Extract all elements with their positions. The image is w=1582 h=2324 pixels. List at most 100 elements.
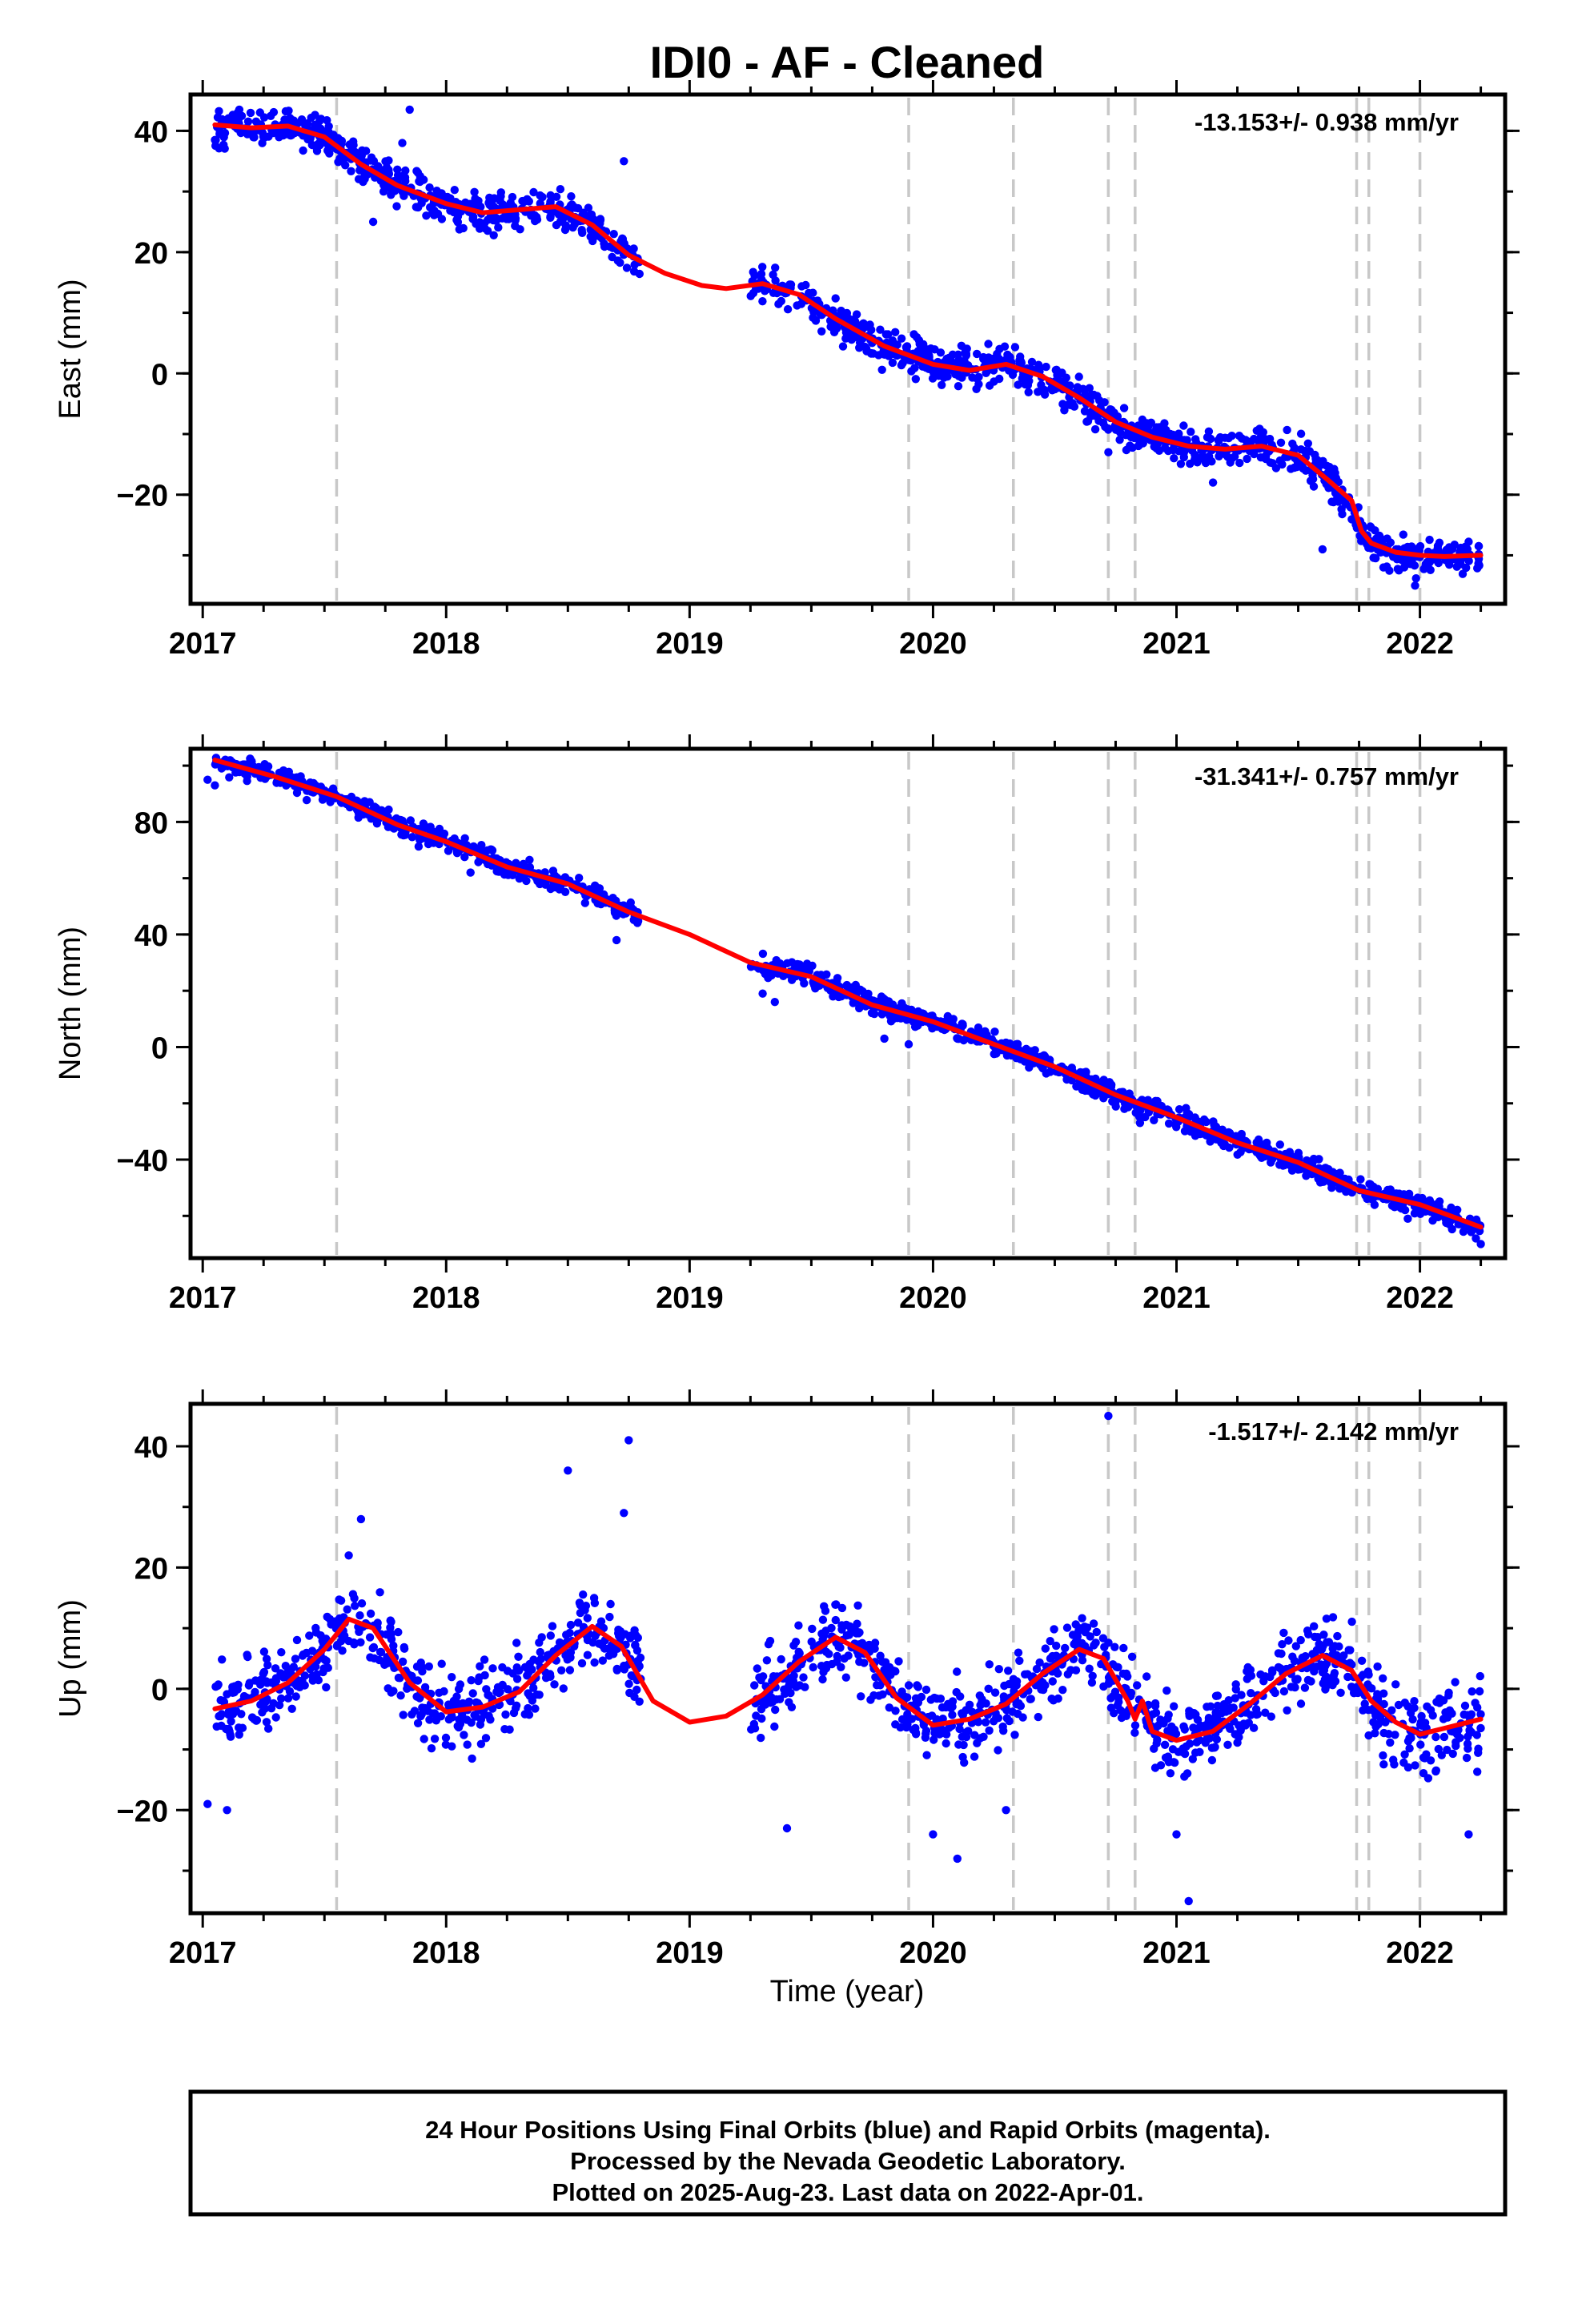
data-point [1010, 1731, 1019, 1739]
data-point [622, 263, 632, 272]
data-point [464, 1697, 474, 1706]
data-point [981, 1718, 990, 1727]
data-point [869, 1691, 878, 1700]
data-point [1107, 405, 1116, 414]
data-point [1343, 1672, 1352, 1682]
data-point [1288, 1652, 1297, 1661]
data-point [842, 1631, 851, 1640]
data-point [203, 775, 212, 784]
data-point [400, 1644, 409, 1653]
data-point [259, 132, 268, 141]
data-point [1206, 1137, 1215, 1146]
data-point [480, 1655, 489, 1664]
data-point [891, 1667, 900, 1676]
data-point [975, 1691, 985, 1700]
data-point [1301, 1652, 1310, 1661]
data-point [480, 1671, 489, 1680]
data-point [399, 1711, 408, 1719]
data-point [897, 334, 906, 343]
data-point [932, 1715, 942, 1724]
data-point [876, 325, 885, 334]
data-point [1003, 350, 1012, 360]
data-point [1275, 1140, 1285, 1149]
y-tick-label: −20 [117, 480, 168, 513]
data-point [1363, 1706, 1373, 1715]
data-point [476, 1662, 484, 1671]
data-point [1441, 1708, 1450, 1717]
data-point [410, 1707, 420, 1715]
data-point [841, 311, 849, 320]
data-point [904, 1039, 913, 1049]
data-point [368, 1643, 377, 1653]
data-point [831, 1615, 841, 1625]
data-point [1366, 522, 1375, 531]
data-point [1267, 1666, 1277, 1675]
footer-box [188, 2089, 1508, 2217]
data-point [1247, 1671, 1256, 1680]
data-point [566, 1620, 576, 1630]
data-point [494, 1688, 504, 1698]
data-point [1399, 554, 1409, 563]
data-point [520, 1710, 529, 1719]
data-point [508, 192, 517, 202]
data-points [211, 105, 1484, 590]
data-point [413, 168, 423, 177]
data-point [564, 1466, 572, 1475]
data-point [341, 161, 350, 170]
data-point [228, 1688, 237, 1697]
data-point [1463, 1711, 1472, 1719]
data-point [1256, 432, 1266, 441]
data-point [557, 1666, 566, 1675]
data-point [467, 1676, 476, 1685]
data-point [427, 1744, 436, 1753]
data-point [919, 340, 928, 349]
data-point [1213, 1701, 1223, 1711]
data-point [1283, 425, 1291, 435]
data-point [1468, 1687, 1476, 1696]
data-point [1099, 1094, 1108, 1103]
data-point [1359, 1671, 1367, 1679]
data-point [414, 842, 424, 851]
y-tick-label: −40 [117, 1144, 168, 1178]
data-point [1133, 1681, 1142, 1690]
data-point [1465, 1727, 1475, 1736]
x-axis-title: Time (year) [770, 1975, 925, 2008]
data-point [1078, 1656, 1087, 1665]
data-point [825, 1650, 833, 1659]
data-point [600, 242, 609, 251]
data-point [386, 1632, 396, 1642]
data-point [795, 1681, 804, 1690]
data-point [1235, 458, 1244, 468]
data-point [945, 353, 954, 362]
data-point [316, 115, 326, 123]
data-point [881, 330, 891, 339]
data-point [626, 1634, 635, 1642]
data-point [880, 1034, 889, 1043]
data-point [1026, 1695, 1035, 1703]
data-point [302, 795, 311, 805]
data-point [809, 1663, 817, 1672]
data-point [538, 192, 547, 202]
data-point [1223, 452, 1232, 461]
data-point [891, 1707, 900, 1715]
data-point [394, 1627, 403, 1637]
data-point [224, 1710, 233, 1719]
data-point [583, 1614, 592, 1622]
data-point [1379, 1689, 1388, 1698]
data-point [990, 1027, 999, 1036]
data-point [271, 1713, 280, 1722]
data-point [855, 1657, 864, 1667]
x-tick-label: 2017 [169, 1936, 237, 1970]
data-point [1046, 1637, 1054, 1646]
data-point [858, 987, 867, 996]
rate-annotation: -1.517+/- 2.142 mm/yr [1208, 1417, 1459, 1445]
data-point [1112, 1663, 1121, 1671]
data-point [215, 107, 223, 115]
data-point [1306, 476, 1315, 485]
data-point [600, 1644, 609, 1653]
data-point [631, 1640, 640, 1650]
model-curve [212, 1616, 1484, 1743]
data-point [606, 1599, 615, 1609]
data-point [1213, 1691, 1223, 1700]
data-point [259, 113, 269, 122]
